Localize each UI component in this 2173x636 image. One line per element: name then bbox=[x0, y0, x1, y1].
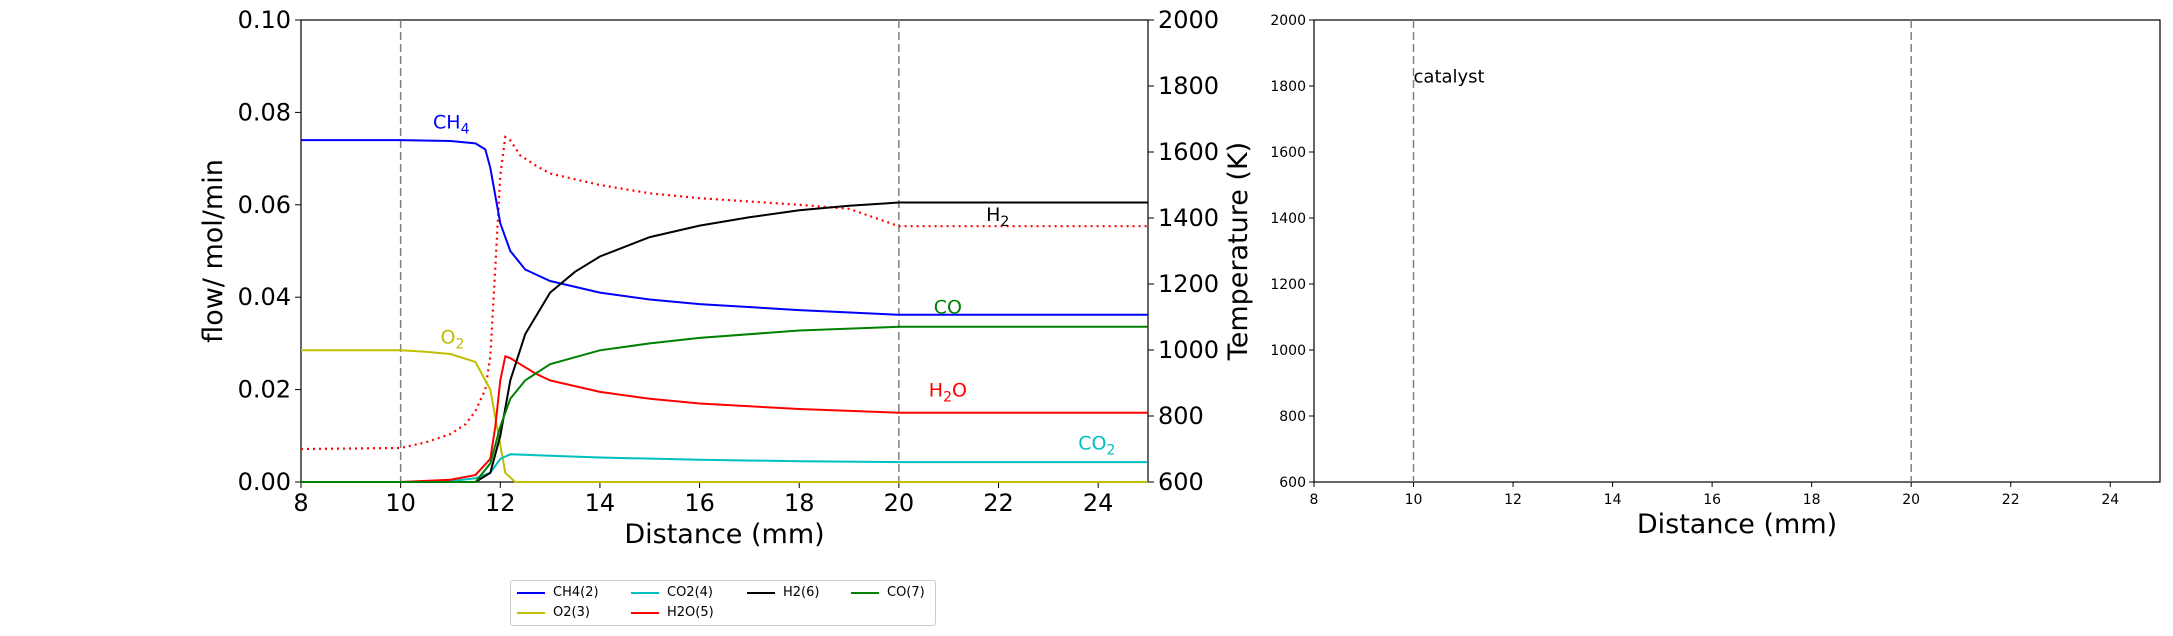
x-tick-label-24: 24 bbox=[1083, 489, 1114, 517]
plot-frame-right bbox=[1313, 19, 2161, 483]
x2-tick-label-22: 22 bbox=[2002, 492, 2020, 508]
y3-tick-label-600: 600 bbox=[1279, 475, 1306, 491]
series-h2o-5 bbox=[301, 354, 1148, 483]
legend-swatch-co bbox=[851, 591, 879, 594]
legend-label-ch4: CH4(2) bbox=[553, 585, 599, 600]
y3-tick-label-1600: 1600 bbox=[1270, 145, 1306, 161]
legend-item-o2: O2(3) bbox=[517, 605, 590, 620]
legend-label-co: CO(7) bbox=[887, 585, 925, 600]
y3-tick-label-2000: 2000 bbox=[1270, 13, 1306, 29]
legend-swatch-h2 bbox=[747, 591, 775, 594]
legend-item-co: CO(7) bbox=[851, 585, 925, 600]
x2-tick-label-18: 18 bbox=[1803, 492, 1821, 508]
x-tick-label-22: 22 bbox=[983, 489, 1014, 517]
y3-tick-label-1800: 1800 bbox=[1270, 79, 1306, 95]
x2-tick-label-8: 8 bbox=[1310, 492, 1319, 508]
y-tick-label-0-06: 0.06 bbox=[238, 191, 291, 219]
legend-label-h2: H2(6) bbox=[783, 585, 820, 600]
legend-swatch-h2o bbox=[631, 611, 659, 614]
x2-tick-label-24: 24 bbox=[2101, 492, 2119, 508]
legend-item-co2: CO2(4) bbox=[631, 585, 713, 600]
annotation-h2o: H2O bbox=[929, 380, 967, 406]
x2-tick-label-16: 16 bbox=[1703, 492, 1721, 508]
x-tick-label-20: 20 bbox=[884, 489, 915, 517]
annotation-ch4: CH4 bbox=[433, 112, 470, 138]
series-temperature bbox=[301, 135, 1148, 451]
x-tick-label-14: 14 bbox=[585, 489, 616, 517]
y3-tick-label-1000: 1000 bbox=[1270, 343, 1306, 359]
legend-swatch-o2 bbox=[517, 611, 545, 614]
legend-label-o2: O2(3) bbox=[553, 605, 590, 620]
x2-tick-label-20: 20 bbox=[1902, 492, 1920, 508]
x2-tick-label-12: 12 bbox=[1504, 492, 1522, 508]
annotation-catalyst: catalyst bbox=[1414, 67, 1485, 88]
legend-label-co2: CO2(4) bbox=[667, 585, 713, 600]
y2-tick-label-1400: 1400 bbox=[1158, 204, 1219, 232]
y2-tick-label-1000: 1000 bbox=[1158, 336, 1219, 364]
annotation-co: CO bbox=[934, 296, 962, 318]
legend-item-h2: H2(6) bbox=[747, 585, 819, 600]
y3-tick-label-1200: 1200 bbox=[1270, 277, 1306, 293]
annotation-co2: CO2 bbox=[1078, 433, 1115, 459]
y2-tick-label-800: 800 bbox=[1158, 402, 1204, 430]
legend: CH4(2) CO2(4) H2(6) CO(7) O2(3) H2O(5) bbox=[510, 580, 936, 626]
y2-axis-label: Temperature (K) bbox=[1223, 142, 1254, 361]
y2-tick-label-2000: 2000 bbox=[1158, 6, 1219, 34]
series-h2-6 bbox=[301, 201, 1148, 483]
y-tick-label-0-00: 0.00 bbox=[238, 468, 291, 496]
series-o2-3 bbox=[301, 349, 1148, 483]
legend-item-ch4: CH4(2) bbox=[517, 585, 599, 600]
legend-swatch-ch4 bbox=[517, 591, 545, 594]
annotation-h2: H2 bbox=[986, 204, 1009, 230]
y-axis-label: flow/ mol/min bbox=[198, 159, 229, 343]
y-tick-label-0-10: 0.10 bbox=[238, 6, 291, 34]
y2-tick-label-1200: 1200 bbox=[1158, 270, 1219, 298]
y-tick-label-0-04: 0.04 bbox=[238, 283, 291, 311]
x2-tick-label-10: 10 bbox=[1405, 492, 1423, 508]
x-tick-label-8: 8 bbox=[293, 489, 308, 517]
y2-tick-label-1600: 1600 bbox=[1158, 138, 1219, 166]
y2-tick-label-600: 600 bbox=[1158, 468, 1204, 496]
legend-item-h2o: H2O(5) bbox=[631, 605, 714, 620]
y2-tick-label-1800: 1800 bbox=[1158, 72, 1219, 100]
x-tick-label-16: 16 bbox=[684, 489, 715, 517]
legend-label-h2o: H2O(5) bbox=[667, 605, 714, 620]
x-tick-label-10: 10 bbox=[385, 489, 416, 517]
y-tick-label-0-02: 0.02 bbox=[238, 376, 291, 404]
x2-axis-label: Distance (mm) bbox=[1637, 509, 1837, 540]
x-tick-label-12: 12 bbox=[485, 489, 516, 517]
y-tick-label-0-08: 0.08 bbox=[238, 98, 291, 126]
annotation-o2: O2 bbox=[441, 326, 465, 352]
x-tick-label-18: 18 bbox=[784, 489, 815, 517]
y3-tick-label-1400: 1400 bbox=[1270, 211, 1306, 227]
y3-tick-label-800: 800 bbox=[1279, 409, 1306, 425]
series-co2-4 bbox=[301, 453, 1148, 483]
series-co-7 bbox=[301, 325, 1148, 483]
x2-tick-label-14: 14 bbox=[1604, 492, 1622, 508]
series-ch4-2 bbox=[301, 139, 1148, 316]
legend-swatch-co2 bbox=[631, 591, 659, 594]
x-axis-label: Distance (mm) bbox=[624, 519, 824, 550]
